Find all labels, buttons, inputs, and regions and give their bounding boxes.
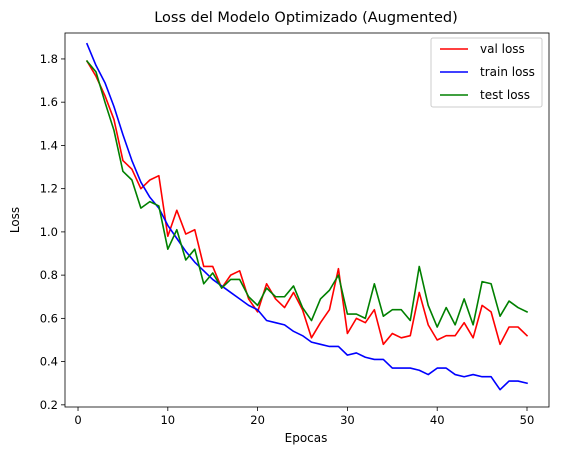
legend-label: train loss: [480, 65, 535, 79]
y-axis: 0.2 0.4 0.6 0.8 1.0 1.2 1.4 1.6 1.8: [40, 52, 65, 412]
y-tick-label: 0.8: [40, 268, 58, 282]
y-tick-label: 0.6: [40, 311, 58, 325]
series-line-test-loss: [85, 59, 529, 328]
y-tick-label: 1.8: [40, 52, 58, 66]
x-tick-label: 20: [250, 413, 265, 427]
y-tick-label: 1.4: [40, 138, 58, 152]
series-line-val-loss: [85, 60, 529, 346]
y-tick-label: 0.4: [40, 355, 58, 369]
x-tick-label: 10: [160, 413, 175, 427]
x-tick-label: 50: [520, 413, 535, 427]
x-tick-label: 0: [74, 413, 81, 427]
x-axis-label: Epocas: [285, 431, 328, 445]
legend-label: test loss: [480, 88, 530, 102]
y-tick-label: 1.2: [40, 182, 58, 196]
y-tick-label: 1.6: [40, 95, 58, 109]
series-lines: [85, 42, 529, 391]
legend: val loss train loss test loss: [430, 37, 543, 108]
plot-area: [64, 32, 550, 408]
y-tick-label: 0.2: [40, 398, 58, 412]
legend-box: [430, 37, 543, 108]
plot-frame: [64, 32, 550, 408]
y-tick-label: 1.0: [40, 225, 58, 239]
y-axis-label: Loss: [8, 207, 22, 233]
legend-label: val loss: [480, 42, 525, 56]
x-tick-label: 30: [340, 413, 355, 427]
chart-title: Loss del Modelo Optimizado (Augmented): [154, 10, 458, 26]
x-tick-label: 40: [430, 413, 445, 427]
x-axis: 0 10 20 30 40 50: [74, 407, 534, 427]
